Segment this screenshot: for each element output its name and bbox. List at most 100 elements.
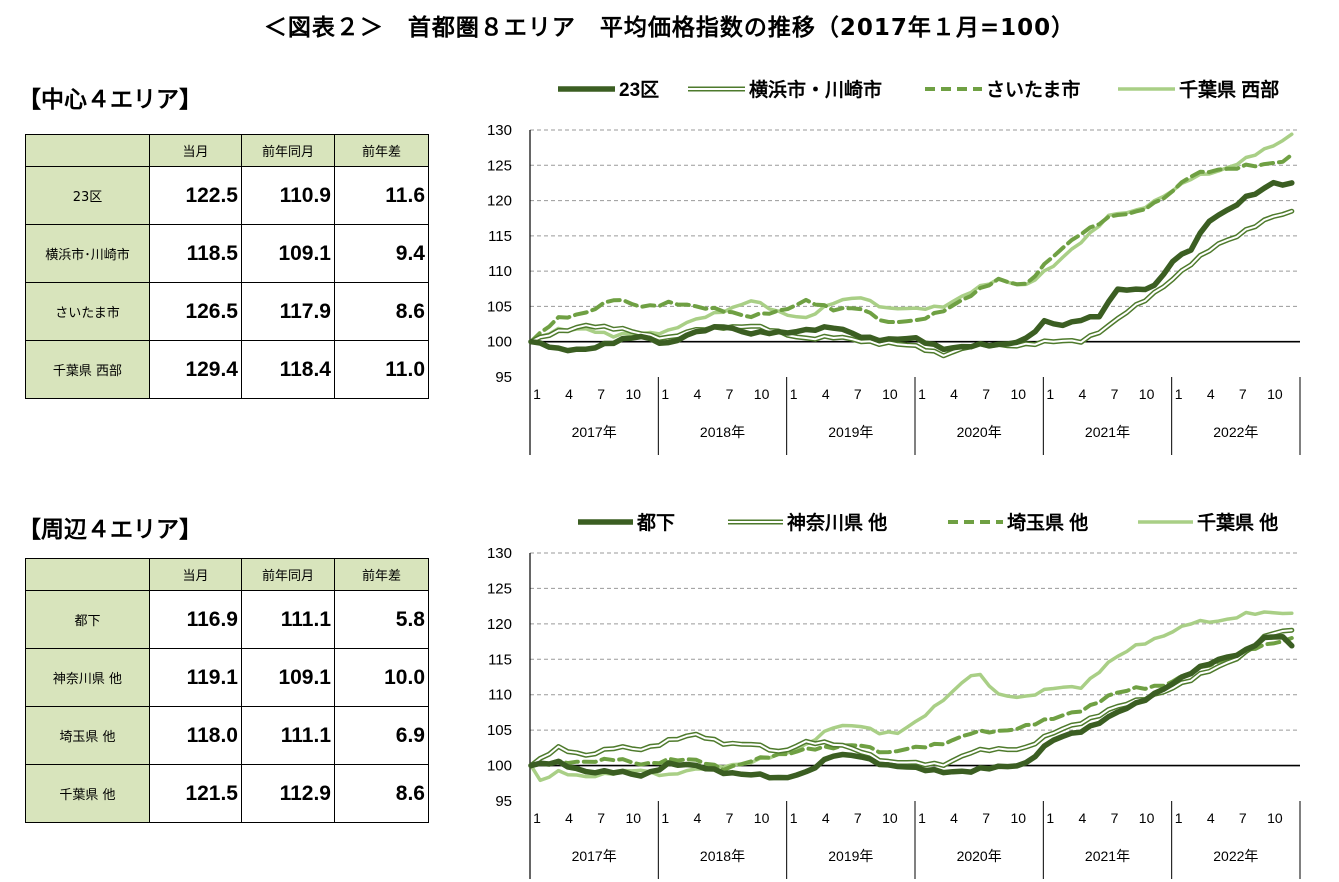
section-heading-center: 【中心４エリア】 [18, 87, 202, 113]
diff-value: 8.6 [334, 764, 429, 823]
y-tick-label: 125 [487, 157, 512, 174]
x-tick-label: 7 [597, 810, 605, 826]
y-tick-label: 120 [487, 616, 512, 633]
series-line-1-inner [530, 210, 1293, 357]
x-tick-label: 1 [1175, 386, 1183, 402]
table-header-row: 当月 前年同月 前年差 [25, 134, 429, 167]
current-value: 116.9 [149, 590, 242, 649]
x-tick-label: 4 [1207, 386, 1215, 402]
row-label: 23区 [25, 166, 150, 225]
x-tick-label: 7 [854, 810, 862, 826]
summary-table-center: 当月 前年同月 前年差 23区 122.5 110.9 11.6 横浜市･川崎市… [25, 134, 429, 399]
legend-label: 横浜市・川崎市 [749, 78, 882, 101]
x-tick-label: 1 [918, 810, 926, 826]
x-tick-label: 1 [661, 386, 669, 402]
x-tick-label: 7 [982, 386, 990, 402]
x-tick-label: 7 [1111, 386, 1119, 402]
year-label: 2020年 [957, 848, 1002, 864]
current-value: 118.0 [149, 706, 242, 765]
header-cell-prev-year: 前年同月 [241, 134, 335, 167]
year-label: 2018年 [700, 848, 745, 864]
year-label: 2022年 [1213, 424, 1258, 440]
x-tick-label: 4 [694, 386, 702, 402]
y-tick-label: 130 [487, 122, 512, 139]
x-tick-label: 10 [1010, 386, 1026, 402]
table-row: さいたま市 126.5 117.9 8.6 [25, 282, 429, 341]
x-tick-label: 7 [726, 810, 734, 826]
page-title: ＜図表２＞ 首都圏８エリア 平均価格指数の推移（2017年１月=100） [263, 15, 1076, 41]
prev-year-value: 118.4 [241, 340, 335, 399]
y-tick-label: 95 [495, 369, 512, 386]
x-tick-label: 10 [1139, 386, 1155, 402]
x-tick-label: 4 [1079, 810, 1087, 826]
header-cell-current: 当月 [149, 134, 242, 167]
x-tick-label: 10 [754, 386, 770, 402]
row-label: 埼玉県 他 [25, 706, 150, 765]
header-cell-prev-year: 前年同月 [241, 558, 335, 591]
year-label: 2017年 [572, 848, 617, 864]
legend-label: さいたま市 [986, 78, 1080, 101]
legend-label: 千葉県 西部 [1179, 78, 1279, 101]
header-cell-empty [25, 134, 150, 167]
header-cell-empty [25, 558, 150, 591]
y-tick-label: 130 [487, 545, 512, 562]
year-label: 2019年 [828, 424, 873, 440]
x-tick-label: 1 [533, 810, 541, 826]
year-label: 2019年 [828, 848, 873, 864]
section-heading-outer: 【周辺４エリア】 [18, 517, 202, 543]
x-tick-label: 10 [1267, 810, 1283, 826]
x-tick-label: 1 [533, 386, 541, 402]
legend-label: 神奈川県 他 [787, 511, 887, 534]
prev-year-value: 112.9 [241, 764, 335, 823]
x-tick-label: 4 [822, 386, 830, 402]
x-tick-label: 4 [950, 386, 958, 402]
prev-year-value: 117.9 [241, 282, 335, 341]
current-value: 122.5 [149, 166, 242, 225]
table-row: 都下 116.9 111.1 5.8 [25, 590, 429, 649]
prev-year-value: 110.9 [241, 166, 335, 225]
x-tick-label: 1 [918, 386, 926, 402]
prev-year-value: 111.1 [241, 590, 335, 649]
prev-year-value: 111.1 [241, 706, 335, 765]
x-tick-label: 10 [625, 386, 641, 402]
series-line-0 [528, 633, 1295, 781]
x-tick-label: 10 [754, 810, 770, 826]
series-line-2 [529, 636, 1294, 772]
series-line-0 [528, 179, 1295, 354]
x-tick-label: 4 [1079, 386, 1087, 402]
header-cell-current: 当月 [149, 558, 242, 591]
current-value: 121.5 [149, 764, 242, 823]
row-label: 千葉県 他 [25, 764, 150, 823]
x-tick-label: 4 [565, 810, 573, 826]
x-tick-label: 7 [854, 386, 862, 402]
x-tick-label: 7 [726, 386, 734, 402]
y-tick-label: 95 [495, 793, 512, 810]
x-tick-label: 7 [1239, 810, 1247, 826]
table-header-row: 当月 前年同月 前年差 [25, 558, 429, 591]
year-label: 2018年 [700, 424, 745, 440]
diff-value: 10.0 [334, 648, 429, 707]
table-row: 23区 122.5 110.9 11.6 [25, 166, 429, 225]
legend-label: 23区 [619, 80, 659, 101]
year-label: 2017年 [572, 424, 617, 440]
legend-label: 埼玉県 他 [1007, 511, 1088, 534]
x-tick-label: 10 [882, 386, 898, 402]
y-tick-label: 105 [487, 298, 512, 315]
x-tick-label: 4 [822, 810, 830, 826]
x-tick-label: 1 [1175, 810, 1183, 826]
diff-value: 5.8 [334, 590, 429, 649]
x-tick-label: 7 [1111, 810, 1119, 826]
diff-value: 11.0 [334, 340, 429, 399]
row-label: 横浜市･川崎市 [25, 224, 150, 283]
series-line-2 [529, 152, 1294, 344]
current-value: 118.5 [149, 224, 242, 283]
series-line-1 [528, 627, 1295, 769]
row-label: さいたま市 [25, 282, 150, 341]
x-tick-label: 10 [1010, 810, 1026, 826]
x-tick-label: 7 [597, 386, 605, 402]
diff-value: 11.6 [334, 166, 429, 225]
y-tick-label: 115 [488, 651, 512, 668]
x-tick-label: 10 [625, 810, 641, 826]
table-row: 埼玉県 他 118.0 111.1 6.9 [25, 706, 429, 765]
